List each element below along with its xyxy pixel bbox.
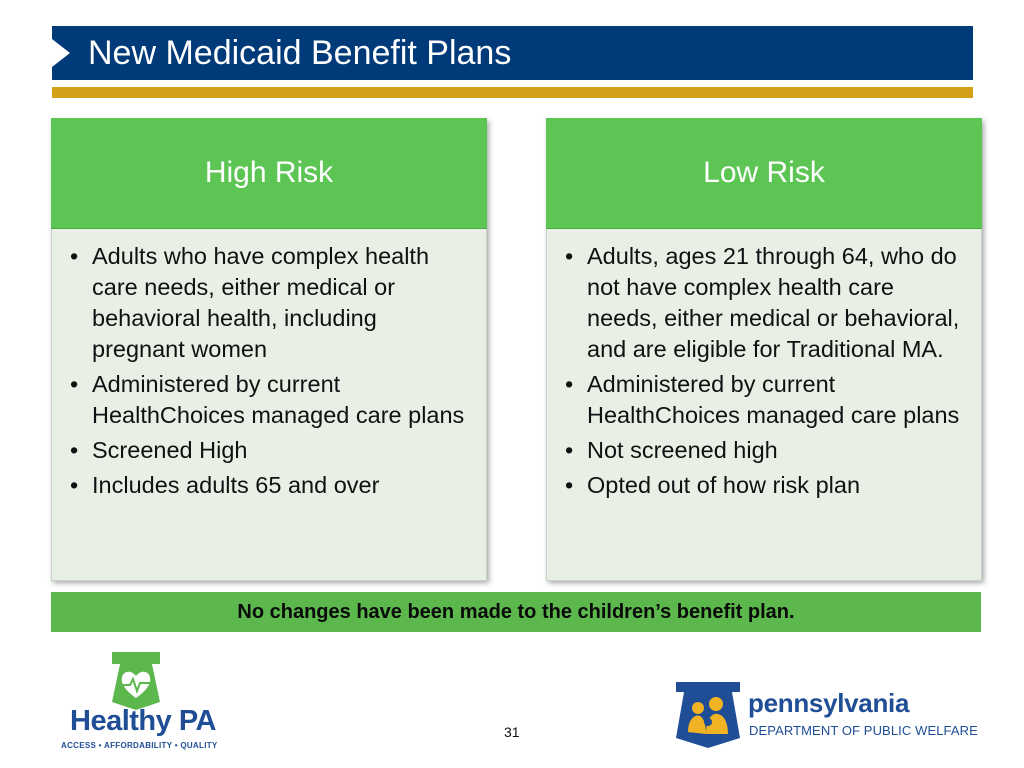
arrow-right-icon <box>52 39 70 67</box>
list-item: • Adults, ages 21 through 64, who do not … <box>565 243 960 362</box>
bullet-list: • Adults who have complex health care nee… <box>64 241 470 501</box>
bullet-icon: • <box>565 472 574 498</box>
high-risk-card: High Risk • Adults who have complex healt… <box>51 118 487 581</box>
list-item: • Screened High <box>64 435 470 466</box>
list-item: • Not screened high <box>559 435 965 466</box>
department-name: DEPARTMENT OF PUBLIC WELFARE <box>749 723 978 738</box>
bullet-icon: • <box>565 371 574 397</box>
card-body: • Adults who have complex health care nee… <box>51 229 487 581</box>
bullet-icon: • <box>70 243 79 269</box>
title-bar: New Medicaid Benefit Plans <box>52 26 973 80</box>
card-body: • Adults, ages 21 through 64, who do not … <box>546 229 982 581</box>
keystone-family-icon <box>676 682 740 748</box>
bullet-icon: • <box>565 243 574 269</box>
healthy-pa-name: Healthy PA <box>70 705 216 737</box>
accent-divider <box>52 87 973 98</box>
pennsylvania-name: pennsylvania <box>748 688 910 718</box>
list-item: • Includes adults 65 and over <box>64 470 470 501</box>
bullet-icon: • <box>70 472 79 498</box>
healthy-pa-tagline: ACCESS • AFFORDABILITY • QUALITY <box>61 741 218 750</box>
list-item: • Adults who have complex health care nee… <box>70 243 430 362</box>
list-item: • Administered by current HealthChoices m… <box>70 371 465 428</box>
card-heading: Low Risk <box>703 156 825 189</box>
keystone-heart-icon <box>112 652 160 710</box>
notice-banner: No changes have been made to the childre… <box>51 592 981 632</box>
page-number: 31 <box>504 724 520 740</box>
card-heading: High Risk <box>204 156 334 189</box>
bullet-icon: • <box>565 437 574 463</box>
low-risk-card: Low Risk • Adults, ages 21 through 64, wh… <box>546 118 982 581</box>
list-item: • Administered by current HealthChoices m… <box>565 371 960 428</box>
bullet-icon: • <box>70 437 79 463</box>
bullet-icon: • <box>70 371 79 397</box>
bullet-list: • Adults, ages 21 through 64, who do not … <box>559 241 965 501</box>
notice-text: No changes have been made to the childre… <box>237 600 795 623</box>
list-item: • Opted out of how risk plan <box>559 470 965 501</box>
card-header: Low Risk <box>546 118 982 229</box>
card-header: High Risk <box>51 118 487 229</box>
slide-title: New Medicaid Benefit Plans <box>88 34 512 72</box>
